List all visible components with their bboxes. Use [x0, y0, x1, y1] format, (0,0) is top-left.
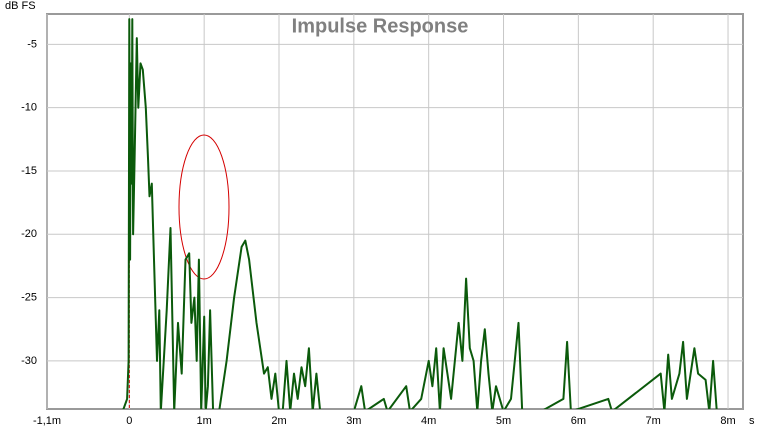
y-tick-label: -10: [21, 102, 37, 114]
x-tick-label: 5m: [496, 415, 511, 427]
x-tick-label: 4m: [421, 415, 436, 427]
y-unit: dB FS: [5, 0, 36, 12]
response-line: [122, 18, 718, 409]
x-tick-label: 7m: [646, 415, 661, 427]
x-tick-label: -1,1m: [33, 415, 61, 427]
y-tick-label: -25: [21, 291, 37, 303]
x-tick-label: 8m: [720, 415, 735, 427]
x-tick-label: 2m: [271, 415, 286, 427]
x-tick-label: 3m: [346, 415, 361, 427]
x-tick-label: 0: [126, 415, 132, 427]
y-tick-label: -20: [21, 228, 37, 240]
x-tick-label: 1m: [197, 415, 212, 427]
y-tick-label: -30: [21, 355, 37, 367]
x-tick-label: 6m: [571, 415, 586, 427]
x-unit: s: [749, 415, 755, 427]
highlight-ellipse: [178, 134, 230, 280]
chart-title: Impulse Response: [292, 15, 469, 37]
y-tick-label: -5: [27, 38, 37, 50]
y-tick-label: -15: [21, 165, 37, 177]
plot-area: [46, 13, 744, 410]
